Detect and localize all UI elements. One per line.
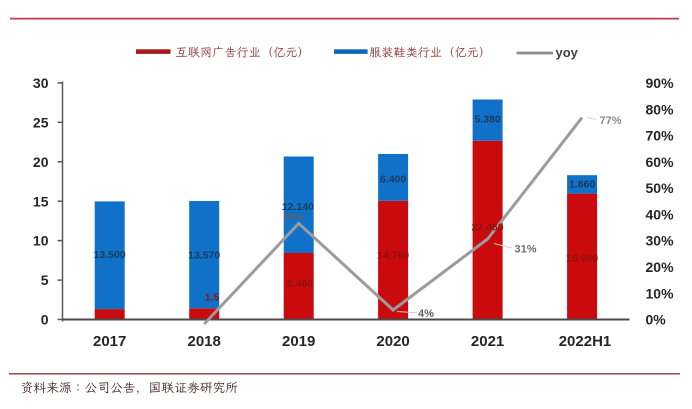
svg-text:80%: 80%: [646, 101, 675, 117]
svg-text:10%: 10%: [646, 285, 675, 301]
svg-text:60%: 60%: [646, 154, 675, 170]
svg-text:22.460: 22.460: [472, 222, 504, 234]
svg-text:20%: 20%: [646, 259, 675, 275]
svg-text:13.570: 13.570: [188, 249, 220, 261]
svg-text:2017: 2017: [93, 333, 126, 350]
svg-text:5.380: 5.380: [474, 114, 500, 126]
svg-text:yoy: yoy: [556, 45, 579, 60]
svg-text:0: 0: [41, 312, 49, 328]
svg-text:30%: 30%: [646, 233, 675, 249]
svg-text:0%: 0%: [646, 312, 667, 328]
svg-text:6.400: 6.400: [380, 174, 406, 186]
svg-text:70%: 70%: [646, 128, 675, 144]
svg-text:30: 30: [33, 75, 49, 91]
svg-text:10: 10: [33, 233, 49, 249]
svg-text:20: 20: [33, 154, 49, 170]
svg-text:77%: 77%: [600, 115, 622, 127]
svg-text:25: 25: [33, 114, 49, 130]
svg-text:15.960: 15.960: [566, 253, 598, 265]
svg-text:40%: 40%: [646, 206, 675, 222]
svg-text:8.460: 8.460: [287, 278, 313, 290]
svg-text:14.760: 14.760: [377, 249, 409, 261]
svg-text:33%: 33%: [284, 212, 304, 223]
svg-text:5: 5: [41, 272, 49, 288]
svg-text:31%: 31%: [515, 244, 537, 256]
svg-text:1.5: 1.5: [205, 292, 220, 304]
svg-text:12.140: 12.140: [282, 201, 314, 213]
svg-text:50%: 50%: [646, 180, 675, 196]
svg-text:2020: 2020: [376, 333, 409, 350]
svg-text:13.500: 13.500: [94, 249, 126, 261]
svg-text:1.860: 1.860: [569, 179, 595, 191]
svg-text:2022H1: 2022H1: [559, 333, 612, 350]
svg-text:2021: 2021: [471, 333, 504, 350]
svg-text:2019: 2019: [282, 333, 315, 350]
svg-text:2018: 2018: [188, 333, 221, 350]
svg-text:4%: 4%: [418, 308, 434, 320]
svg-text:90%: 90%: [646, 75, 675, 91]
svg-text:15: 15: [33, 193, 49, 209]
